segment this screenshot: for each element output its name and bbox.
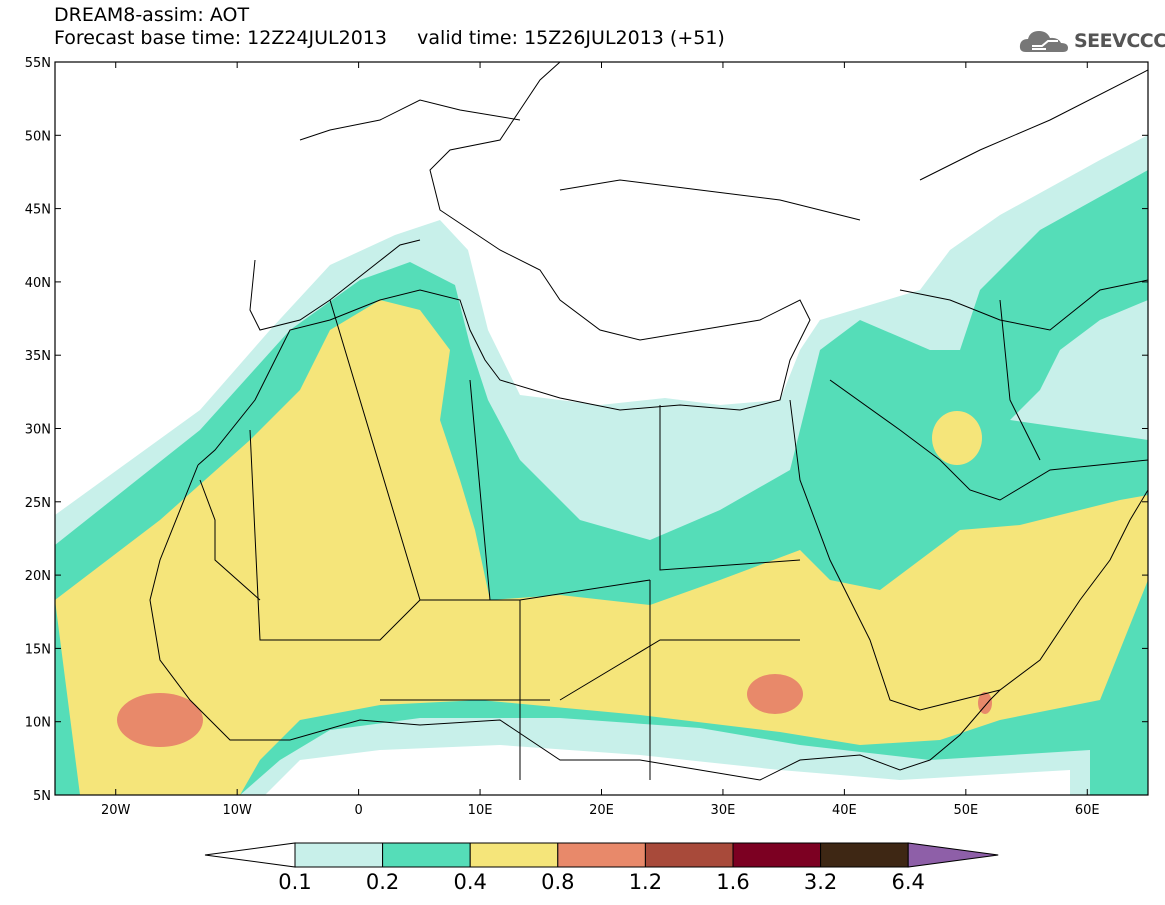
lon-tick-label: 10E <box>468 803 493 818</box>
lat-axis: 55N 50N 45N 40N 35N 30N 25N 20N 15N 10N 5N <box>25 56 1148 804</box>
lon-tick-label: 10W <box>222 803 252 818</box>
colorbar-box <box>557 842 646 868</box>
colorbar-label: 1.2 <box>629 870 662 894</box>
colorbar: 0.1 0.2 0.4 0.8 1.2 1.6 3.2 6.4 <box>204 842 999 894</box>
lat-tick-label: 55N <box>25 56 51 71</box>
colorbar-label: 1.6 <box>716 870 749 894</box>
coastlines <box>149 62 1148 781</box>
lat-tick-label: 15N <box>25 642 51 657</box>
lon-tick-label: 20E <box>589 803 614 818</box>
lat-tick-label: 20N <box>25 569 51 584</box>
aot-contours <box>55 62 1148 795</box>
lon-axis: 20W 10W 0 10E 20E 30E 40E 50E 60E <box>101 62 1100 818</box>
colorbar-label: 0.8 <box>541 870 574 894</box>
lon-tick-label: 20W <box>101 803 131 818</box>
lat-tick-label: 10N <box>25 716 51 731</box>
title-line-1: DREAM8-assim: AOT <box>54 4 250 26</box>
logo-text: SEEVCCC <box>1074 30 1165 52</box>
colorbar-box <box>469 842 559 868</box>
title-line-2: Forecast base time: 12Z24JUL2013 valid t… <box>54 27 725 49</box>
aot-patch-sudan <box>747 674 803 714</box>
colorbar-box <box>732 842 822 868</box>
lon-tick-label: 40E <box>832 803 857 818</box>
lat-tick-label: 45N <box>25 203 51 218</box>
colorbar-label: 0.4 <box>453 870 486 894</box>
colorbar-box <box>294 842 384 868</box>
map-title: DREAM8-assim: AOT Forecast base time: 12… <box>54 4 725 50</box>
lon-tick-label: 60E <box>1075 803 1100 818</box>
colorbar-box <box>382 842 471 868</box>
colorbar-label: 6.4 <box>891 870 924 894</box>
colorbar-lower-arrow <box>204 842 296 868</box>
lat-tick-label: 30N <box>25 423 51 438</box>
lat-tick-label: 40N <box>25 276 51 291</box>
colorbar-label: 3.2 <box>804 870 837 894</box>
lat-tick-label: 25N <box>25 496 51 511</box>
lat-tick-label: 5N <box>33 789 51 804</box>
lon-tick-label: 30E <box>711 803 736 818</box>
aot-patch-gulf <box>932 411 982 465</box>
colorbar-label: 0.1 <box>278 870 311 894</box>
colorbar-box <box>644 842 734 868</box>
lat-tick-label: 35N <box>25 349 51 364</box>
lon-tick-label: 50E <box>953 803 978 818</box>
lon-tick-label: 0 <box>354 803 362 818</box>
aot-patch-somalia <box>978 692 992 714</box>
seevccc-logo: SEEVCCC <box>1018 24 1165 58</box>
cloud-icon <box>1019 31 1068 52</box>
aot-band-0.4 <box>55 300 1148 795</box>
colorbar-box <box>820 842 909 868</box>
colorbar-upper-arrow <box>907 842 999 868</box>
aot-patch-westafrica <box>117 693 203 747</box>
colorbar-label: 0.2 <box>366 870 399 894</box>
lat-tick-label: 50N <box>25 129 51 144</box>
